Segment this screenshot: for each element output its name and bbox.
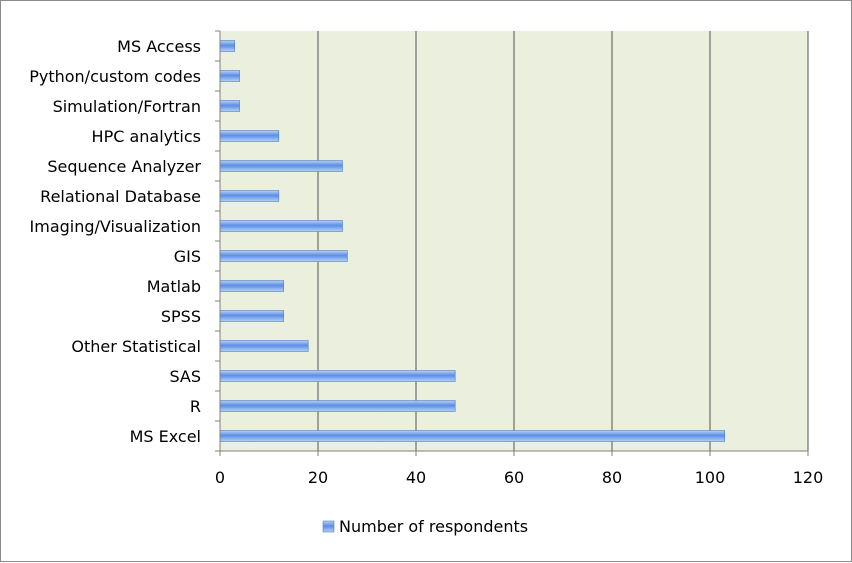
bar xyxy=(219,100,240,112)
bar xyxy=(219,40,235,52)
bar xyxy=(219,190,280,202)
category-label: HPC analytics xyxy=(92,127,201,146)
legend-swatch xyxy=(322,520,335,533)
x-tick-label: 60 xyxy=(504,468,524,487)
category-label: Sequence Analyzer xyxy=(47,157,201,176)
bar xyxy=(219,370,456,382)
category-label: Python/custom codes xyxy=(29,67,201,86)
x-tick-label: 100 xyxy=(695,468,726,487)
x-tick-label: 0 xyxy=(215,468,225,487)
x-tick-label: 120 xyxy=(793,468,824,487)
x-axis: 0 20 40 60 80 100 120 xyxy=(215,450,824,487)
category-label: Simulation/Fortran xyxy=(53,97,201,116)
category-label: MS Excel xyxy=(130,427,201,446)
x-tick-label: 20 xyxy=(308,468,328,487)
bar xyxy=(219,70,240,82)
bar xyxy=(219,220,343,232)
category-label: SAS xyxy=(169,367,201,386)
bar xyxy=(219,160,343,172)
category-label: Imaging/Visualization xyxy=(30,217,201,236)
bar xyxy=(219,250,348,262)
category-label: SPSS xyxy=(161,307,201,326)
gridlines xyxy=(317,31,809,451)
x-tick-label: 40 xyxy=(406,468,426,487)
bar xyxy=(219,430,726,442)
bar xyxy=(219,400,456,412)
category-label: R xyxy=(190,397,201,416)
legend-label: Number of respondents xyxy=(339,517,528,536)
category-label: Other Statistical xyxy=(71,337,201,356)
category-label: Matlab xyxy=(147,277,201,296)
bar xyxy=(219,340,309,352)
category-label: GIS xyxy=(174,247,201,266)
category-label: MS Access xyxy=(117,37,201,56)
category-label: Relational Database xyxy=(40,187,201,206)
bar xyxy=(219,310,285,322)
bar xyxy=(219,280,285,292)
legend: Number of respondents xyxy=(322,517,528,536)
bar xyxy=(219,130,280,142)
y-axis: MS Access Python/custom codes Simulation/F… xyxy=(29,30,221,452)
x-tick-label: 80 xyxy=(602,468,622,487)
